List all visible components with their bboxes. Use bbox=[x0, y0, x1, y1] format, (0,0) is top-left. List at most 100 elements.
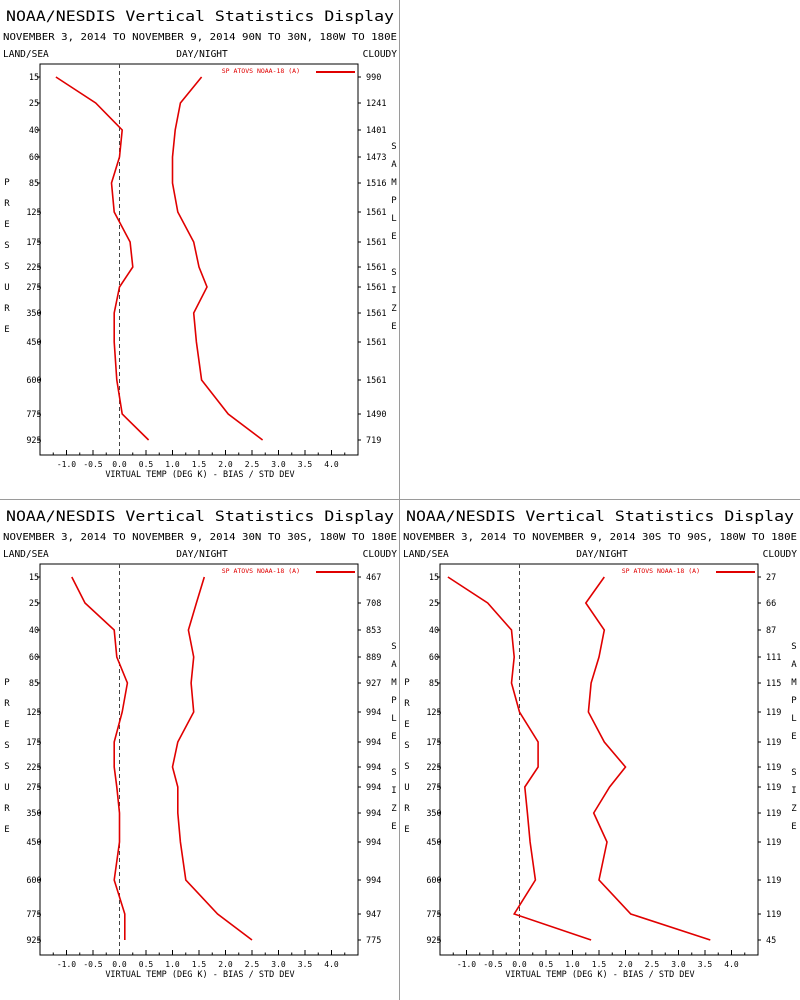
x-tick-label: 1.0 bbox=[565, 960, 580, 969]
pressure-axis-letter: U bbox=[404, 783, 409, 793]
pressure-level-label: 775 bbox=[426, 910, 441, 920]
cloudy-header: CLOUDY bbox=[363, 549, 398, 560]
sample-axis-letter: P bbox=[391, 696, 397, 706]
sample-axis-letter: S bbox=[791, 642, 796, 652]
stats-panel-90n-30n: NOAA/NESDIS Vertical Statistics Display N… bbox=[0, 0, 400, 500]
sample-axis-letter: P bbox=[391, 196, 397, 206]
sample-size-label: 27 bbox=[766, 573, 776, 583]
sample-axis-letter: S bbox=[391, 142, 396, 152]
x-tick-label: 1.5 bbox=[192, 460, 207, 469]
sample-size-label: 119 bbox=[766, 738, 781, 748]
pressure-axis-letter: E bbox=[4, 720, 9, 730]
pressure-level-label: 25 bbox=[29, 99, 39, 109]
pressure-axis-letter: E bbox=[4, 220, 9, 230]
sample-axis-letter: E bbox=[791, 732, 796, 742]
sample-size-label: 990 bbox=[366, 73, 381, 83]
x-tick-label: 2.5 bbox=[645, 960, 660, 969]
cloudy-header: CLOUDY bbox=[363, 49, 398, 60]
day-night-header: DAY/NIGHT bbox=[176, 49, 228, 60]
land-sea-header: LAND/SEA bbox=[403, 549, 449, 560]
sample-size-label: 45 bbox=[766, 936, 776, 946]
sample-size-label: 119 bbox=[766, 838, 781, 848]
sample-size-label: 1561 bbox=[366, 263, 386, 273]
pressure-axis-letter: E bbox=[404, 720, 409, 730]
pressure-level-label: 15 bbox=[429, 573, 439, 583]
sample-size-label: 1561 bbox=[366, 208, 386, 218]
pressure-axis-letter: R bbox=[4, 199, 10, 209]
sample-size-label: 994 bbox=[366, 783, 381, 793]
sample-size-label: 947 bbox=[366, 910, 381, 920]
x-tick-label: -0.5 bbox=[83, 960, 102, 969]
pressure-level-label: 450 bbox=[26, 838, 41, 848]
pressure-level-label: 85 bbox=[429, 679, 439, 689]
panel-divider-horizontal bbox=[0, 499, 800, 500]
sample-size-label: 119 bbox=[766, 783, 781, 793]
sample-axis-letter: L bbox=[391, 714, 396, 724]
sample-size-label: 1561 bbox=[366, 238, 386, 248]
sample-size-label: 708 bbox=[366, 599, 381, 609]
sample-axis-letter: A bbox=[791, 660, 797, 670]
sample-size-label: 775 bbox=[366, 936, 381, 946]
pressure-level-label: 450 bbox=[26, 338, 41, 348]
pressure-axis-letter: R bbox=[4, 304, 10, 314]
sample-size-label: 119 bbox=[766, 708, 781, 718]
pressure-level-label: 350 bbox=[26, 309, 41, 319]
pressure-axis-letter: S bbox=[4, 762, 9, 772]
pressure-axis-letter: S bbox=[404, 741, 409, 751]
pressure-level-label: 600 bbox=[426, 876, 441, 886]
day-night-header: DAY/NIGHT bbox=[576, 549, 628, 560]
plot-frame bbox=[39, 563, 359, 956]
sample-size-label: 1401 bbox=[366, 126, 386, 136]
pressure-axis-letter: P bbox=[4, 678, 10, 688]
land-sea-header: LAND/SEA bbox=[3, 549, 49, 560]
x-tick-label: 3.5 bbox=[298, 960, 313, 969]
sample-axis-letter: S bbox=[391, 642, 396, 652]
pressure-level-label: 925 bbox=[26, 936, 41, 946]
stats-chart: NOAA/NESDIS Vertical Statistics Display N… bbox=[3, 9, 398, 480]
x-tick-label: -0.5 bbox=[83, 460, 102, 469]
size-axis-letter: Z bbox=[391, 304, 397, 314]
sample-axis-letter: L bbox=[391, 214, 396, 224]
sample-size-label: 994 bbox=[366, 738, 381, 748]
x-tick-label: 2.0 bbox=[218, 460, 233, 469]
sample-size-label: 119 bbox=[766, 809, 781, 819]
panel-title: NOAA/NESDIS Vertical Statistics Display bbox=[6, 509, 394, 525]
sample-size-label: 1561 bbox=[366, 283, 386, 293]
pressure-level-label: 175 bbox=[26, 238, 41, 248]
sample-size-label: 115 bbox=[766, 679, 781, 689]
x-tick-label: 3.5 bbox=[298, 460, 313, 469]
stats-chart: NOAA/NESDIS Vertical Statistics Display N… bbox=[403, 509, 797, 980]
pressure-level-label: 275 bbox=[26, 283, 41, 293]
pressure-level-label: 275 bbox=[26, 783, 41, 793]
size-axis-letter: I bbox=[391, 286, 396, 296]
pressure-axis-letter: R bbox=[4, 699, 10, 709]
sample-size-label: 927 bbox=[366, 679, 381, 689]
panel-divider-vertical bbox=[399, 0, 400, 1000]
sample-axis-letter: P bbox=[791, 696, 797, 706]
pressure-axis-letter: S bbox=[4, 262, 9, 272]
pressure-level-label: 85 bbox=[29, 679, 39, 689]
sample-axis-letter: M bbox=[391, 678, 397, 688]
std-dev-series-line bbox=[584, 576, 711, 941]
pressure-axis-letter: R bbox=[4, 804, 10, 814]
legend-label: SP ATOVS NOAA-18 (A) bbox=[222, 567, 300, 575]
x-tick-label: 3.0 bbox=[271, 960, 286, 969]
sample-size-label: 1516 bbox=[366, 179, 386, 189]
size-axis-letter: Z bbox=[391, 804, 397, 814]
x-tick-label: 1.5 bbox=[192, 960, 207, 969]
x-tick-label: 2.5 bbox=[245, 960, 260, 969]
panel-subtitle: NOVEMBER 3, 2014 TO NOVEMBER 9, 2014 30S… bbox=[403, 532, 797, 543]
sample-axis-letter: A bbox=[391, 660, 397, 670]
pressure-level-label: 450 bbox=[426, 838, 441, 848]
pressure-level-label: 40 bbox=[29, 626, 39, 636]
x-tick-label: 0.5 bbox=[539, 960, 554, 969]
pressure-level-label: 175 bbox=[26, 738, 41, 748]
size-axis-letter: S bbox=[391, 268, 396, 278]
stats-panel-30s-90s: NOAA/NESDIS Vertical Statistics Display N… bbox=[400, 500, 800, 1000]
sample-size-label: 467 bbox=[366, 573, 381, 583]
pressure-axis-letter: U bbox=[4, 783, 9, 793]
pressure-level-label: 25 bbox=[429, 599, 439, 609]
pressure-level-label: 225 bbox=[26, 763, 41, 773]
x-axis-label: VIRTUAL TEMP (DEG K) - BIAS / STD DEV bbox=[505, 970, 694, 980]
sample-size-label: 1241 bbox=[366, 99, 386, 109]
